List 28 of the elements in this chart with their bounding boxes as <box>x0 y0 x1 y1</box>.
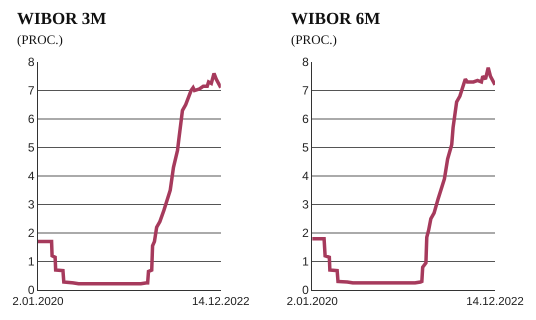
y-tick-label: 5 <box>28 140 35 155</box>
y-tick-label: 5 <box>302 140 310 155</box>
y-tick-label: 0 <box>302 283 310 298</box>
y-tick-label: 8 <box>302 55 310 70</box>
y-tick-label: 8 <box>28 55 35 70</box>
line-series <box>312 66 495 285</box>
chart-subtitle: (PROC.) <box>17 32 63 47</box>
y-tick-label: 1 <box>28 254 35 269</box>
x-tick-label: 2.01.2020 <box>286 296 338 308</box>
x-tick-label: 14.12.2022 <box>466 296 524 308</box>
line-series <box>38 72 221 286</box>
y-tick-label: 7 <box>28 84 35 98</box>
y-tick-label: 6 <box>28 112 35 126</box>
y-tick-label: 3 <box>302 198 310 212</box>
chart-subtitle: (PROC.) <box>291 32 337 47</box>
chart-title: WIBOR 3M <box>17 9 106 28</box>
chart-title: WIBOR 6M <box>291 9 380 28</box>
y-tick-label: 2 <box>302 226 310 240</box>
y-tick-label: 3 <box>28 198 35 212</box>
y-tick-label: 7 <box>302 84 310 98</box>
x-tick-label: 14.12.2022 <box>192 296 250 308</box>
y-tick-label: 0 <box>28 283 35 298</box>
y-tick-label: 1 <box>302 254 310 269</box>
x-tick-label: 2.01.2020 <box>12 296 64 308</box>
y-tick-label: 2 <box>28 226 35 240</box>
y-tick-label: 6 <box>302 112 310 126</box>
y-tick-label: 4 <box>28 169 35 184</box>
y-tick-label: 4 <box>302 169 310 184</box>
